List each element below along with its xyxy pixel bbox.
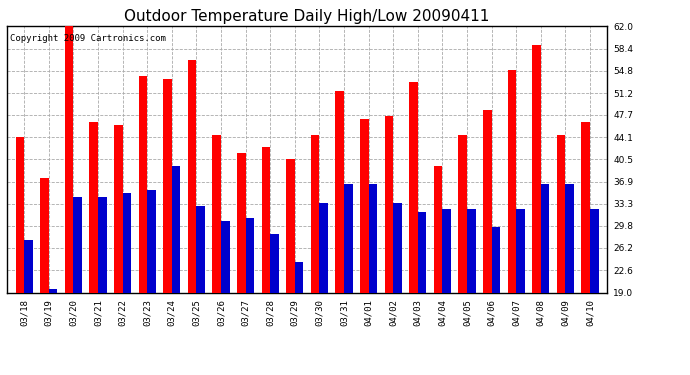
Bar [335, 91, 344, 375]
Bar [442, 209, 451, 375]
Bar [221, 221, 230, 375]
Bar [237, 153, 246, 375]
Bar [123, 194, 131, 375]
Bar [65, 26, 73, 375]
Bar [163, 79, 172, 375]
Bar [139, 76, 147, 375]
Bar [582, 122, 590, 375]
Bar [24, 240, 32, 375]
Bar [532, 45, 541, 375]
Bar [434, 166, 442, 375]
Bar [344, 184, 353, 375]
Bar [458, 135, 467, 375]
Bar [393, 203, 402, 375]
Bar [246, 218, 254, 375]
Bar [368, 184, 377, 375]
Title: Outdoor Temperature Daily High/Low 20090411: Outdoor Temperature Daily High/Low 20090… [124, 9, 490, 24]
Bar [409, 82, 417, 375]
Bar [172, 166, 180, 375]
Bar [590, 209, 599, 375]
Bar [89, 122, 98, 375]
Text: Copyright 2009 Cartronics.com: Copyright 2009 Cartronics.com [10, 34, 166, 43]
Bar [262, 147, 270, 375]
Bar [310, 135, 319, 375]
Bar [286, 159, 295, 375]
Bar [197, 206, 205, 375]
Bar [114, 125, 123, 375]
Bar [491, 228, 500, 375]
Bar [98, 196, 106, 375]
Bar [516, 209, 525, 375]
Bar [417, 212, 426, 375]
Bar [483, 110, 491, 375]
Bar [15, 137, 24, 375]
Bar [360, 119, 368, 375]
Bar [270, 234, 279, 375]
Bar [295, 261, 304, 375]
Bar [147, 190, 156, 375]
Bar [49, 290, 57, 375]
Bar [508, 70, 516, 375]
Bar [73, 196, 82, 375]
Bar [541, 184, 549, 375]
Bar [557, 135, 565, 375]
Bar [319, 203, 328, 375]
Bar [384, 116, 393, 375]
Bar [565, 184, 574, 375]
Bar [40, 178, 49, 375]
Bar [188, 60, 197, 375]
Bar [467, 209, 475, 375]
Bar [213, 135, 221, 375]
